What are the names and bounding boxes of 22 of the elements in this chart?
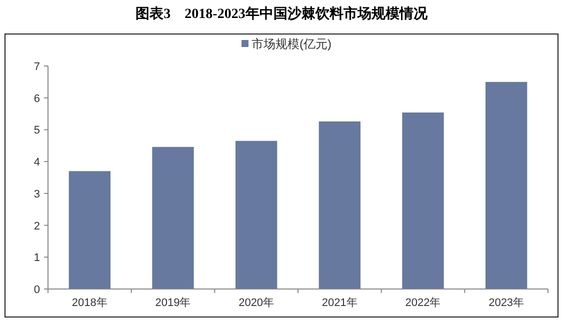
- x-tick-label: 2022年: [405, 297, 441, 309]
- y-tick-label: 3: [34, 188, 40, 200]
- x-tick-label: 2018年: [72, 297, 108, 309]
- bar: [318, 121, 360, 289]
- legend: 市场规模(亿元): [242, 37, 332, 51]
- x-tick-label: 2019年: [155, 297, 191, 309]
- bar: [402, 112, 444, 289]
- y-tick-label: 1: [34, 252, 40, 264]
- y-tick-label: 5: [34, 124, 40, 137]
- bar: [152, 146, 194, 289]
- chart-title: 图表3 2018-2023年中国沙棘饮料市场规模情况: [136, 5, 428, 22]
- y-tick-label: 2: [34, 220, 40, 232]
- bar: [486, 82, 528, 289]
- bar: [236, 140, 278, 289]
- y-tick-label: 6: [34, 92, 40, 105]
- y-tick-label: 4: [34, 156, 40, 169]
- x-tick-label: 2020年: [238, 297, 274, 309]
- y-tick-label: 7: [34, 61, 40, 73]
- x-tick-label: 2021年: [322, 297, 358, 309]
- bar: [68, 171, 110, 289]
- x-tick-label: 2023年: [488, 297, 524, 309]
- y-tick-label: 0: [34, 284, 40, 296]
